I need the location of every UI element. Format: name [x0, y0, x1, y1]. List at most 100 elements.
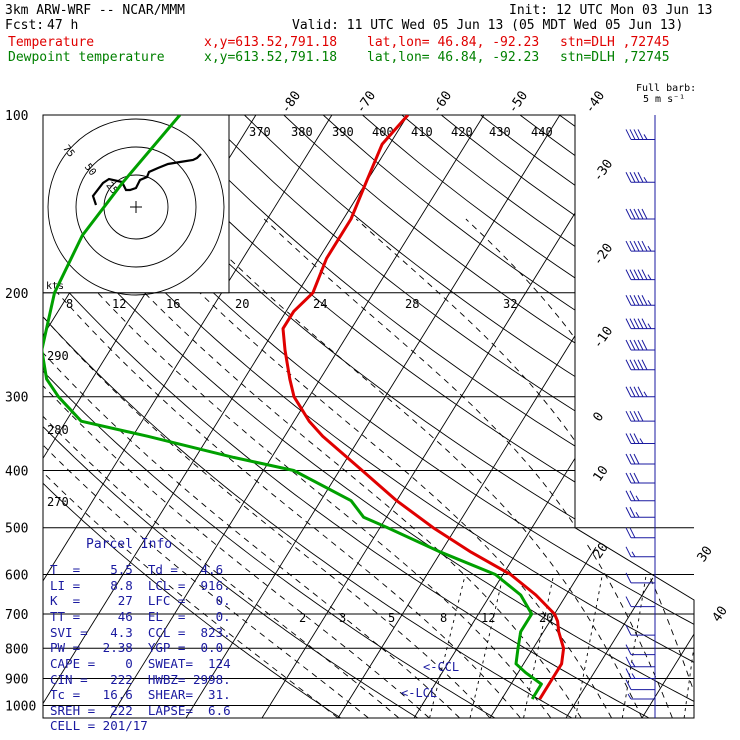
- dry-adiabat: [598, 115, 694, 718]
- isotherm-label: -40: [582, 89, 608, 117]
- dry-adiabat: [43, 115, 694, 718]
- wind-barb-half: [631, 673, 636, 679]
- wind-barb-full: [625, 679, 632, 690]
- theta-e-label: 390: [332, 125, 354, 139]
- wind-barb-full: [641, 339, 648, 351]
- dry-adiabat: [204, 115, 694, 718]
- wind-barb: [627, 693, 655, 700]
- hodograph-speed-tick: 24: [313, 297, 327, 311]
- dry-adiabat: [677, 115, 694, 718]
- isotherm-label: -30: [590, 157, 616, 185]
- wind-barb-full: [641, 208, 648, 220]
- temperature-legend: Temperature: [8, 35, 95, 50]
- wind-barb: [625, 644, 655, 656]
- dewpoint-xy: x,y=613.52,791.18: [204, 50, 338, 65]
- hodograph-trace: [91, 153, 202, 206]
- isotherm-label: -50: [505, 89, 531, 117]
- wind-barb: [625, 318, 655, 330]
- parcel-row: CIN = 222 HWBZ= 2998.: [50, 672, 231, 687]
- hodograph-speed-tick: 28: [405, 297, 419, 311]
- dry-adiabat: [43, 115, 650, 718]
- wind-barb-full: [629, 269, 636, 280]
- pressure-label: 700: [5, 608, 28, 623]
- mixing-ratio-label: 2: [299, 611, 306, 625]
- wind-barb-half: [631, 661, 636, 668]
- isotherm-line: [565, 115, 694, 718]
- wind-barb-full: [637, 172, 644, 183]
- wind-barb-full: [637, 269, 644, 280]
- wind-barb-full: [625, 656, 632, 668]
- isotherm-line: [413, 115, 694, 718]
- dewpoint-line: [43, 115, 543, 700]
- parcel-row: PW = 2.38 YGP = 0.0: [50, 640, 224, 655]
- wind-barb-full: [625, 240, 632, 252]
- wind-barb: [625, 624, 655, 636]
- wind-barb: [625, 546, 655, 558]
- isotherm-label: 0: [590, 410, 607, 425]
- wind-barb: [625, 208, 655, 220]
- wind-barb-full: [625, 410, 632, 422]
- wind-barb-full: [625, 433, 632, 444]
- wind-barb: [625, 359, 655, 371]
- wind-barb: [625, 410, 655, 422]
- wind-barb-full: [625, 668, 632, 679]
- pressure-label: 100: [5, 109, 28, 124]
- isotherm-line: [489, 115, 694, 718]
- lcl-label: <-LCL: [401, 686, 437, 700]
- wind-barb-full: [629, 527, 636, 539]
- wind-barb-full: [625, 295, 632, 306]
- wind-barb-full: [633, 386, 640, 397]
- wind-barb-full: [633, 295, 640, 306]
- dry-adiabat: [717, 115, 740, 718]
- parcel-row: CAPE = 0 SWEAT= 124: [50, 656, 231, 671]
- temperature-xy: x,y=613.52,791.18: [204, 35, 338, 50]
- wind-barb-full: [625, 269, 632, 280]
- pressure-label: 600: [5, 568, 28, 583]
- hodograph-ring: [75, 146, 197, 268]
- wind-barb-full: [633, 359, 640, 370]
- wind-barb-half: [631, 551, 636, 558]
- wind-barb-full: [641, 318, 648, 329]
- wind-barb: [625, 433, 655, 444]
- isotherm-label: 10: [590, 463, 611, 484]
- wind-barb-full: [629, 208, 636, 220]
- wind-barb-full: [625, 507, 632, 518]
- parcel-row: SVI = 4.3 CCL = 823.: [50, 625, 231, 640]
- wind-barb-half: [647, 274, 652, 280]
- wind-barb-half: [647, 245, 652, 252]
- hodograph-speed-tick: 8: [66, 297, 73, 311]
- sounding-series: [43, 115, 566, 700]
- wind-barb: [625, 668, 655, 679]
- dewpoint-station: stn=DLH ,72745: [560, 50, 670, 65]
- wind-barb-full: [633, 410, 640, 422]
- moist-adiabat: [188, 218, 643, 718]
- hodograph-speed-tick: 16: [166, 297, 180, 311]
- temperature-line: [281, 115, 566, 700]
- wind-barb-full: [629, 433, 636, 444]
- wind-barb-half: [643, 391, 648, 397]
- isotherm-line: [185, 115, 561, 718]
- plot-frame: [42, 114, 695, 719]
- wind-barb-full: [625, 453, 632, 465]
- pressure-label: 500: [5, 522, 28, 537]
- wind-barb-full: [629, 472, 636, 484]
- wind-barb-full: [637, 386, 644, 397]
- mixing-ratio-line: [469, 574, 504, 718]
- theta-e-label: 430: [489, 125, 511, 139]
- moist-adiabat: [263, 218, 673, 718]
- hodograph-kts-label: kts: [46, 281, 64, 292]
- isotherm-label: -20: [590, 241, 616, 269]
- theta-label: 290: [47, 349, 69, 363]
- parcel-info-title: Parcel Info: [86, 537, 173, 552]
- hodograph-speed-tick: 32: [503, 297, 517, 311]
- hodograph-ring: [47, 118, 225, 296]
- wind-barb-full: [629, 295, 636, 306]
- wind-barb-full: [625, 472, 632, 484]
- dry-adiabat: [43, 115, 694, 718]
- theta-e-label: 370: [249, 125, 271, 139]
- wind-barb-full: [633, 433, 640, 444]
- dry-adiabat: [244, 115, 694, 718]
- wind-barb-full: [625, 386, 632, 397]
- wind-barb: [625, 490, 655, 502]
